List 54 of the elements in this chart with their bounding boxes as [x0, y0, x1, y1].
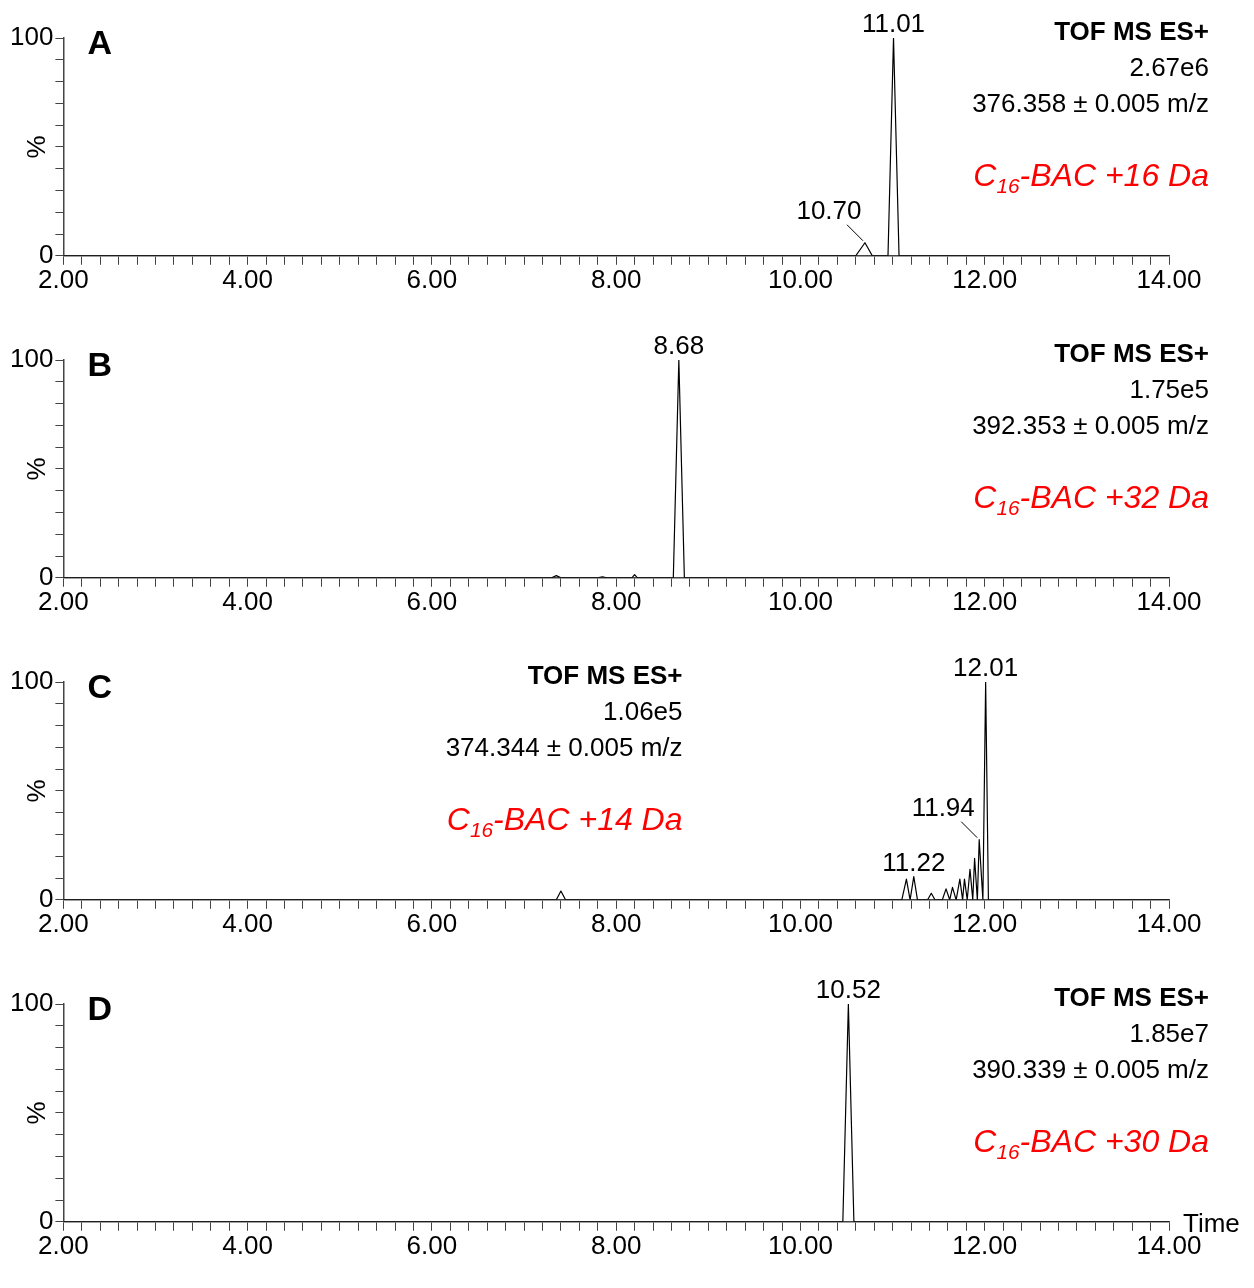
annotation: 11.01	[861, 8, 926, 38]
x-tick-label: 12.00	[952, 585, 1018, 616]
annotation: 10.70	[796, 194, 862, 225]
x-tick-label: 6.00	[406, 1229, 458, 1260]
annotation: TOF MS ES+	[527, 660, 683, 690]
x-tick-label: 10.00	[767, 263, 833, 294]
y-tick-label: 100	[9, 987, 54, 1018]
annotation: 10.52	[815, 974, 881, 1004]
annotation: 8.68	[653, 330, 705, 360]
x-tick-label: 6.00	[406, 263, 458, 294]
x-tick-label: 10.00	[767, 585, 833, 616]
annotation: 1.85e7	[1129, 1018, 1210, 1048]
y-tick-label: 100	[9, 343, 54, 374]
x-tick-label: 14.00	[1136, 907, 1202, 938]
chart-title: C	[87, 667, 112, 705]
y-axis-title: %	[21, 779, 52, 803]
x-tick-label: 8.00	[590, 585, 642, 616]
x-tick-label: 6.00	[406, 907, 458, 938]
chart-title: B	[87, 345, 112, 383]
annotation: 390.339 ± 0.005 m/z	[972, 1054, 1210, 1084]
x-tick-label: 10.00	[767, 1229, 833, 1260]
annotation: 11.94	[911, 791, 975, 822]
y-tick-label: 100	[9, 665, 54, 696]
y-axis-title: %	[21, 457, 52, 481]
x-tick-label: 14.00	[1136, 585, 1202, 616]
x-tick-label: 12.00	[952, 1229, 1018, 1260]
y-tick-label: 100	[9, 21, 54, 52]
x-tick-label: 12.00	[952, 263, 1018, 294]
annotation: 2.67e6	[1129, 52, 1210, 82]
x-tick-label: 12.00	[952, 907, 1018, 938]
annotation: 12.01	[953, 652, 1019, 682]
annotation: TOF MS ES+	[1054, 338, 1210, 368]
x-tick-label: 4.00	[222, 263, 273, 294]
annotation: 11.22	[882, 846, 946, 877]
x-tick-label: 4.00	[222, 585, 273, 616]
annotation: 392.353 ± 0.005 m/z	[972, 410, 1210, 440]
x-tick-label: 4.00	[222, 907, 273, 938]
annotation: 376.358 ± 0.005 m/z	[972, 88, 1210, 118]
annotation: 1.06e5	[603, 696, 683, 726]
y-axis-title: %	[21, 135, 52, 159]
y-axis-title: %	[21, 1101, 52, 1125]
chart-title: A	[87, 23, 112, 61]
annotation: TOF MS ES+	[1054, 982, 1210, 1012]
x-tick-label: 6.00	[406, 585, 458, 616]
annotation: 1.75e5	[1129, 374, 1210, 404]
x-tick-label: 10.00	[767, 907, 833, 938]
x-tick-label: 8.00	[590, 1229, 642, 1260]
x-tick-label: 8.00	[590, 263, 642, 294]
annotation: 374.344 ± 0.005 m/z	[445, 732, 683, 762]
x-tick-label: 14.00	[1136, 263, 1202, 294]
x-tick-label: 4.00	[222, 1229, 273, 1260]
x-tick-label: 8.00	[590, 907, 642, 938]
chart-title: D	[87, 989, 112, 1027]
annotation: TOF MS ES+	[1054, 16, 1210, 46]
